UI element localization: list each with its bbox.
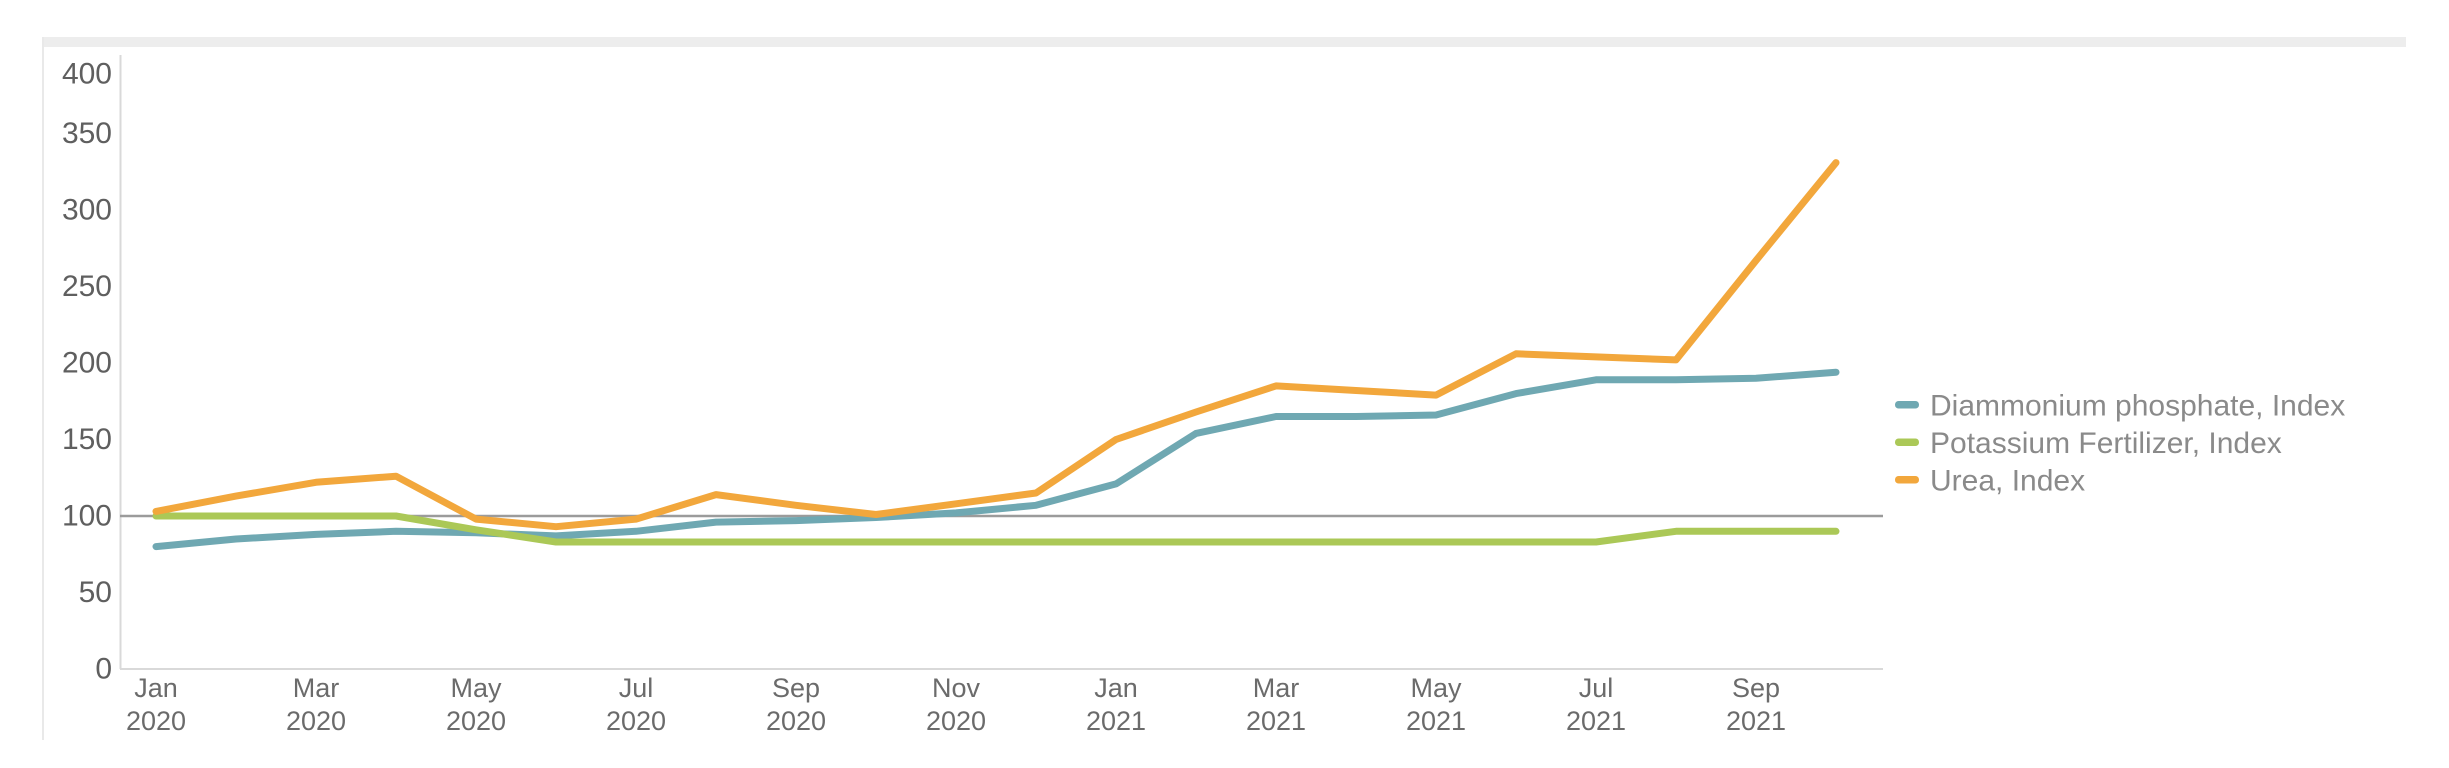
card-header-strip bbox=[43, 37, 2406, 47]
x-tick-year-label: 2020 bbox=[446, 706, 506, 736]
y-tick-label: 350 bbox=[62, 117, 112, 150]
x-tick-year-label: 2020 bbox=[926, 706, 986, 736]
x-tick-year-label: 2021 bbox=[1726, 706, 1786, 736]
legend-marker-icon bbox=[1895, 401, 1919, 409]
legend-label: Urea, Index bbox=[1930, 465, 2085, 498]
legend-item-0[interactable]: Diammonium phosphate, Index bbox=[1895, 390, 2345, 423]
legend-label: Potassium Fertilizer, Index bbox=[1930, 427, 2282, 460]
x-tick-month-label: Mar bbox=[1253, 673, 1300, 703]
x-tick-month-label: Mar bbox=[293, 673, 340, 703]
y-tick-label: 300 bbox=[62, 194, 112, 227]
x-tick-year-label: 2021 bbox=[1246, 706, 1306, 736]
legend-item-2[interactable]: Urea, Index bbox=[1895, 465, 2085, 498]
legend-label: Diammonium phosphate, Index bbox=[1930, 390, 2345, 423]
x-tick-year-label: 2020 bbox=[766, 706, 826, 736]
legend-item-1[interactable]: Potassium Fertilizer, Index bbox=[1895, 427, 2282, 460]
x-tick-year-label: 2021 bbox=[1086, 706, 1146, 736]
x-tick-month-label: Jul bbox=[1579, 673, 1614, 703]
y-tick-label: 100 bbox=[62, 500, 112, 533]
x-tick-year-label: 2020 bbox=[126, 706, 186, 736]
x-tick-year-label: 2021 bbox=[1566, 706, 1626, 736]
series-line-0 bbox=[152, 368, 1840, 551]
x-tick-year-label: 2021 bbox=[1406, 706, 1466, 736]
x-tick-month-label: Jan bbox=[134, 673, 178, 703]
y-tick-label: 400 bbox=[62, 58, 112, 91]
x-tick-month-label: Sep bbox=[772, 673, 820, 703]
y-tick-label: 150 bbox=[62, 423, 112, 456]
y-tick-label: 200 bbox=[62, 347, 112, 380]
series-line-1 bbox=[152, 512, 1840, 546]
y-tick-label: 50 bbox=[79, 576, 112, 609]
x-tick-month-label: Nov bbox=[932, 673, 981, 703]
series-line-2 bbox=[152, 159, 1840, 531]
card-left-border bbox=[42, 37, 44, 740]
x-tick-month-label: Jul bbox=[619, 673, 654, 703]
legend-marker-icon bbox=[1895, 438, 1919, 446]
legend-marker-icon bbox=[1895, 476, 1919, 484]
x-tick-year-label: 2020 bbox=[606, 706, 666, 736]
y-tick-label: 0 bbox=[95, 653, 112, 686]
x-tick-year-label: 2020 bbox=[286, 706, 346, 736]
x-tick-month-label: May bbox=[450, 673, 502, 703]
x-tick-month-label: Jan bbox=[1094, 673, 1138, 703]
x-tick-month-label: Sep bbox=[1732, 673, 1780, 703]
y-tick-label: 250 bbox=[62, 270, 112, 303]
x-tick-month-label: May bbox=[1410, 673, 1462, 703]
